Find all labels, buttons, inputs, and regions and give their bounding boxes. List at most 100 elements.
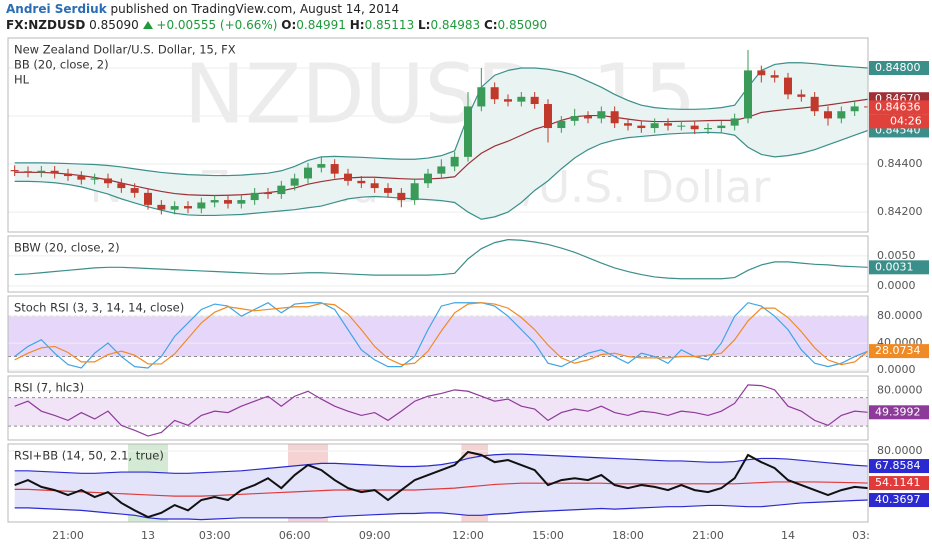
candle-body — [397, 192, 406, 201]
price-badge-label: 67.8584 — [875, 459, 921, 472]
price-badge-label: 0.84636 — [875, 100, 921, 113]
panel-title: RSI+BB (14, 50, 2.1, true) — [14, 449, 164, 463]
candle-body — [437, 166, 446, 174]
candle-body — [317, 164, 326, 168]
price-badge — [869, 61, 929, 76]
x-tick-label: 15:00 — [532, 529, 564, 542]
last-price: 0.85090 — [89, 18, 139, 32]
candle-body — [757, 70, 766, 76]
price-badge-label: 40.3697 — [875, 493, 921, 506]
x-tick-label: 21:00 — [692, 529, 724, 542]
byline-row: Andrei Serdiuk published on TradingView.… — [6, 1, 547, 17]
candle-body — [717, 125, 726, 129]
candle-body — [664, 123, 672, 126]
countdown-label: 04:26 — [890, 114, 922, 127]
header: Andrei Serdiuk published on TradingView.… — [6, 1, 547, 33]
panel-title: BBW (20, close, 2) — [14, 241, 120, 255]
candle-body — [570, 116, 579, 121]
price-badge — [869, 260, 929, 275]
candle-body — [730, 118, 739, 126]
price-badge — [869, 459, 929, 474]
candle-body — [544, 104, 552, 129]
candle-body — [584, 116, 592, 119]
candle-body — [384, 188, 392, 193]
price-badge-label: 54.1141 — [875, 476, 921, 489]
panel: BBW (20, close, 2) — [8, 239, 868, 287]
candle-body — [504, 99, 512, 102]
panel-border — [7, 37, 869, 233]
channel-fill — [14, 62, 868, 220]
countdown-badge — [869, 114, 929, 129]
candle-body — [490, 87, 499, 100]
candle-body — [810, 96, 819, 112]
x-tick-label: 14 — [781, 529, 795, 542]
author[interactable]: Andrei Serdiuk — [6, 2, 107, 16]
candle-body — [24, 171, 32, 173]
series-line — [14, 450, 868, 519]
band-fill — [8, 397, 868, 427]
candle-body — [237, 200, 246, 204]
field-value: 0.84991 — [296, 18, 346, 32]
price-badge-label: 28.0734 — [875, 344, 921, 357]
candle-body — [10, 170, 19, 172]
candle-body — [344, 173, 352, 181]
candle-body — [117, 183, 126, 189]
candle-body — [410, 183, 419, 201]
field-value: 0.84983 — [430, 18, 481, 32]
price-badge-label: 0.0031 — [875, 260, 914, 273]
y-tick-label: 0.0000 — [877, 279, 916, 292]
candle-body — [77, 176, 86, 180]
price-badge — [869, 344, 929, 359]
candle-body — [637, 125, 646, 129]
candle-body — [357, 180, 366, 184]
candle-body — [224, 200, 232, 204]
panel-title: New Zealand Dollar/U.S. Dollar, 15, FX — [14, 43, 236, 57]
up-arrow — [142, 21, 153, 29]
byline: published on TradingView.com, August 14,… — [110, 2, 400, 16]
x-tick-label: 03:00 — [852, 529, 884, 542]
y-tick-label: 80.0000 — [877, 384, 923, 397]
x-tick-label: 13 — [141, 529, 155, 542]
candle-body — [104, 178, 112, 184]
x-axis: 21:00 13 03:00 06:00 09:00 12:00 15:00 18:00 21:… — [52, 529, 884, 542]
candle-body — [264, 192, 272, 195]
candle-body — [784, 77, 792, 95]
y-tick-label: 0.0050 — [877, 249, 916, 262]
candle-body — [624, 123, 632, 126]
price-badge-label: 0.84800 — [875, 61, 921, 74]
price-badge-label: 49.3992 — [875, 405, 921, 418]
candle-body — [744, 70, 752, 119]
panel-title: Stoch RSI (3, 3, 14, 14, close) — [14, 301, 184, 315]
panel-border — [7, 443, 869, 523]
candle-body — [824, 111, 832, 119]
candle-body — [850, 106, 859, 112]
candle-body — [797, 94, 806, 97]
panel-border — [7, 295, 869, 373]
price-badge — [869, 100, 929, 115]
y-tick-label: 0.84200 — [877, 205, 923, 218]
series-line — [14, 453, 868, 474]
candle-body — [464, 106, 472, 157]
y-tick-label: 80.0000 — [877, 444, 923, 457]
candle-body — [277, 185, 286, 195]
candle-body — [50, 170, 59, 174]
series-line — [14, 62, 868, 177]
candle-body — [330, 164, 339, 174]
x-tick-label: 09:00 — [359, 529, 391, 542]
candle-body — [450, 156, 459, 167]
candle-body — [864, 106, 868, 108]
candle-body — [530, 96, 539, 105]
candle-body — [290, 178, 299, 186]
candle-body — [597, 111, 606, 119]
panel-border — [7, 375, 869, 441]
x-tick-label: 06:00 — [279, 529, 311, 542]
candle-body — [184, 206, 192, 209]
candle-body — [64, 173, 72, 177]
price-badge — [869, 476, 929, 491]
candle-body — [210, 200, 219, 203]
series-line — [14, 499, 868, 521]
candle-body — [517, 96, 526, 102]
